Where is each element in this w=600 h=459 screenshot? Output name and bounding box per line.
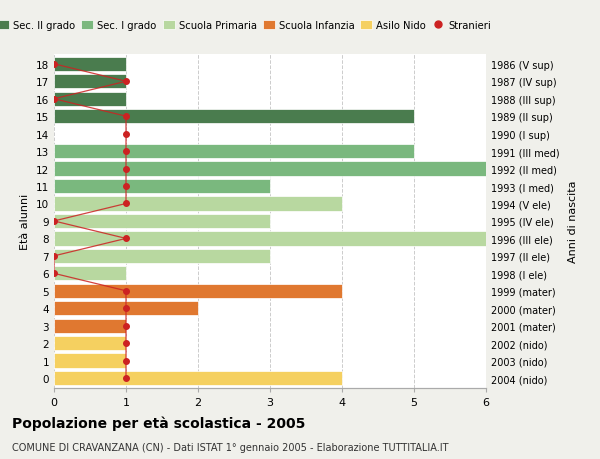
Point xyxy=(121,235,131,242)
Point xyxy=(49,252,59,260)
Point xyxy=(121,113,131,121)
Point xyxy=(121,375,131,382)
Point xyxy=(121,287,131,295)
Point xyxy=(121,201,131,208)
Bar xyxy=(54,371,342,386)
Bar xyxy=(54,232,486,246)
Y-axis label: Età alunni: Età alunni xyxy=(20,193,31,250)
Point xyxy=(49,96,59,103)
Point xyxy=(49,218,59,225)
Legend: Sec. II grado, Sec. I grado, Scuola Primaria, Scuola Infanzia, Asilo Nido, Stran: Sec. II grado, Sec. I grado, Scuola Prim… xyxy=(0,17,495,35)
Bar xyxy=(54,354,126,368)
Text: Popolazione per età scolastica - 2005: Popolazione per età scolastica - 2005 xyxy=(12,415,305,430)
Point xyxy=(121,183,131,190)
Point xyxy=(121,322,131,330)
Bar xyxy=(54,92,126,106)
Point xyxy=(121,148,131,156)
Point xyxy=(121,78,131,86)
Bar xyxy=(54,249,270,263)
Bar xyxy=(54,197,342,211)
Bar xyxy=(54,110,414,124)
Bar xyxy=(54,214,270,229)
Bar xyxy=(54,336,126,351)
Point xyxy=(121,305,131,312)
Bar xyxy=(54,162,486,176)
Text: COMUNE DI CRAVANZANA (CN) - Dati ISTAT 1° gennaio 2005 - Elaborazione TUTTITALIA: COMUNE DI CRAVANZANA (CN) - Dati ISTAT 1… xyxy=(12,442,449,452)
Bar xyxy=(54,75,126,89)
Bar xyxy=(54,302,198,316)
Bar xyxy=(54,267,126,281)
Y-axis label: Anni di nascita: Anni di nascita xyxy=(568,180,578,263)
Point xyxy=(121,166,131,173)
Point xyxy=(121,131,131,138)
Bar xyxy=(54,319,126,333)
Bar xyxy=(54,179,270,194)
Bar xyxy=(54,145,414,159)
Bar xyxy=(54,284,342,298)
Point xyxy=(49,270,59,277)
Bar xyxy=(54,57,126,72)
Point xyxy=(49,61,59,68)
Point xyxy=(121,357,131,364)
Point xyxy=(121,340,131,347)
